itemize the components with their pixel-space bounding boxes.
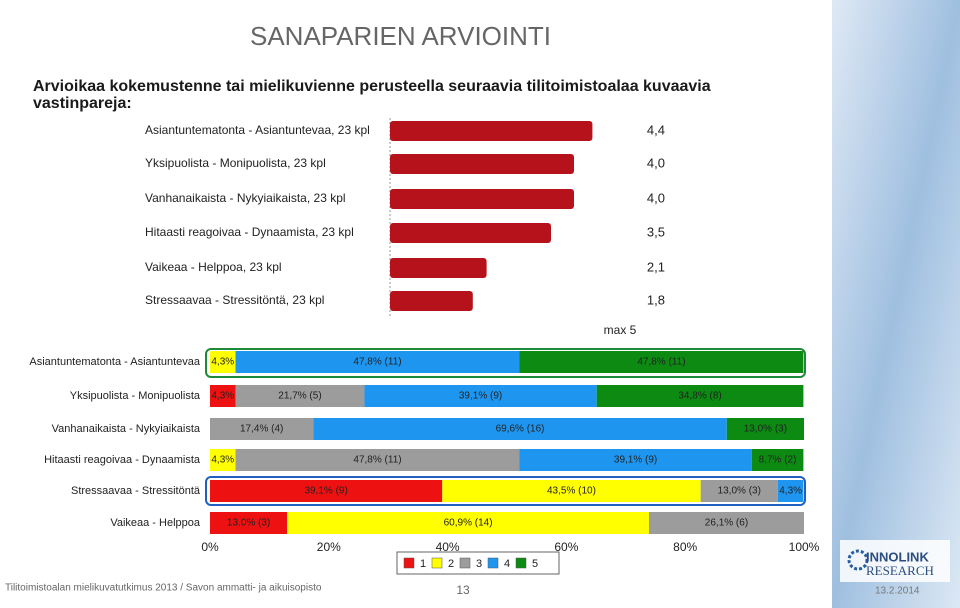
footer: Tilitoimistoalan mielikuvatutkimus 2013 … — [5, 583, 322, 594]
page-number: 13 — [456, 583, 470, 597]
x-tick-label: 80% — [673, 540, 697, 554]
legend-swatch — [459, 557, 471, 569]
value-label: 39,1% (9) — [304, 486, 347, 497]
value-label: 21,7% (5) — [278, 391, 321, 402]
value-label: 69,6% (16) — [496, 424, 545, 435]
value-label: 39,1% (9) — [459, 391, 502, 402]
bar-segment — [235, 385, 365, 407]
category-label: Asiantuntematonta - Asiantuntevaa — [29, 356, 200, 368]
value-label: 4,3% — [779, 486, 802, 497]
value-label: 4,3% — [211, 391, 234, 402]
category-label: Vanhanaikaista - Nykyiaikaista — [52, 423, 201, 435]
category-label: Vaikeaa - Helppoa — [110, 517, 201, 529]
value-label: 47,8% (11) — [637, 357, 685, 368]
value-label: 4,0 — [647, 155, 665, 170]
value-label: 1,8 — [647, 292, 665, 307]
logo-backdrop — [840, 540, 950, 582]
bar-segment — [596, 385, 804, 407]
slide-title: SANAPARIEN ARVIOINTI — [250, 21, 551, 51]
bar-segment — [726, 418, 804, 440]
annotation: max 5 — [604, 323, 637, 337]
legend-swatch — [515, 557, 527, 569]
category-label: Asiantuntematonta - Asiantuntevaa, 23 kp… — [145, 123, 370, 137]
category-label: Hitaasti reagoivaa - Dynaamista, 23 kpl — [145, 225, 354, 239]
value-label: 4,4 — [647, 122, 665, 137]
legend — [396, 551, 560, 575]
bar-segment — [700, 480, 778, 502]
value-label: 39,1% (9) — [614, 455, 657, 466]
bar-segment — [442, 480, 701, 502]
bar — [390, 258, 487, 278]
x-tick-label: 60% — [554, 540, 578, 554]
bar-segment — [210, 512, 288, 534]
category-label: Stressaavaa - Stressitöntä, 23 kpl — [145, 293, 324, 307]
bar-segment — [519, 449, 752, 471]
bar-segment — [519, 351, 804, 373]
bar — [390, 121, 593, 141]
legend-label: 1 — [420, 558, 426, 570]
bar-segment — [210, 418, 314, 440]
value-label: 8,7% (2) — [759, 455, 797, 466]
bar-segment — [287, 512, 649, 534]
value-label: 2,1 — [647, 259, 665, 274]
legend-label: 4 — [504, 558, 510, 570]
logo-icon — [847, 549, 869, 571]
legend-swatch — [431, 557, 443, 569]
bar — [390, 291, 473, 311]
x-tick-label: 40% — [436, 540, 460, 554]
value-label: 4,0 — [647, 190, 665, 205]
value-label: 34,8% (8) — [678, 391, 721, 402]
bar-segment — [210, 480, 443, 502]
legend-swatch — [403, 557, 415, 569]
value-label: 17,4% (4) — [240, 424, 283, 435]
legend-label: 3 — [476, 558, 482, 570]
highlight — [205, 348, 806, 378]
highlight — [205, 476, 806, 506]
legend-label: 5 — [532, 558, 538, 570]
category-label: Vanhanaikaista - Nykyiaikaista, 23 kpl — [145, 191, 346, 205]
question: Arvioikaa kokemustenne tai mielikuvienne… — [33, 78, 711, 112]
bar — [390, 154, 574, 174]
value-label: 3,5 — [647, 224, 665, 239]
side-strip — [832, 0, 960, 608]
value-label: 43,5% (10) — [547, 486, 596, 497]
value-label: 13,0% (3) — [744, 424, 787, 435]
bar-segment — [364, 385, 597, 407]
x-tick-label: 0% — [201, 540, 219, 554]
value-label: 4,3% — [211, 357, 234, 368]
date: 13.2.2014 — [875, 586, 920, 597]
legend-label: 2 — [448, 558, 454, 570]
legend-swatch — [487, 557, 499, 569]
bar-segment — [777, 480, 804, 502]
value-label: 4,3% — [211, 455, 234, 466]
logo-text: INNOLINK — [866, 549, 929, 564]
bar-segment — [235, 449, 520, 471]
value-label: 47,8% (11) — [353, 357, 401, 368]
x-tick-label: 100% — [789, 540, 820, 554]
logo-text: RESEARCH — [866, 563, 934, 578]
bar — [390, 189, 574, 209]
category-label: Yksipuolista - Monipuolista, 23 kpl — [145, 156, 326, 170]
bar-segment — [751, 449, 804, 471]
value-label: 60,9% (14) — [444, 518, 493, 529]
bar-segment — [235, 351, 520, 373]
value-label: 26,1% (6) — [705, 518, 748, 529]
bar — [390, 223, 551, 243]
value-label: 13,0% (3) — [227, 518, 270, 529]
bar-segment — [313, 418, 727, 440]
category-label: Hitaasti reagoivaa - Dynaamista — [44, 454, 201, 466]
bar-segment — [210, 351, 236, 373]
bar-segment — [210, 449, 236, 471]
category-label: Stressaavaa - Stressitöntä — [71, 485, 201, 497]
value-label: 47,8% (11) — [353, 455, 401, 466]
value-label: 13,0% (3) — [718, 486, 761, 497]
x-tick-label: 20% — [317, 540, 341, 554]
bar-segment — [210, 385, 236, 407]
category-label: Yksipuolista - Monipuolista — [70, 390, 201, 402]
category-label: Vaikeaa - Helppoa, 23 kpl — [145, 260, 282, 274]
bar-segment — [648, 512, 804, 534]
